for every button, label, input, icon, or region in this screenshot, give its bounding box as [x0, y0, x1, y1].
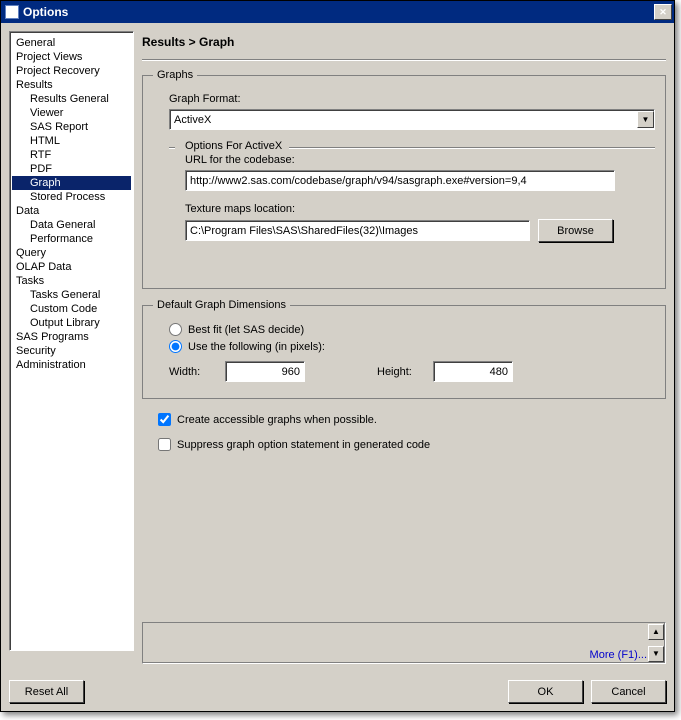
- suppress-checkbox-row[interactable]: Suppress graph option statement in gener…: [158, 438, 666, 451]
- url-label: URL for the codebase:: [185, 154, 655, 166]
- tree-item[interactable]: Tasks: [12, 274, 131, 288]
- tree-item[interactable]: Query: [12, 246, 131, 260]
- category-tree[interactable]: GeneralProject ViewsProject RecoveryResu…: [9, 31, 134, 651]
- height-input[interactable]: [433, 361, 513, 382]
- reset-all-button[interactable]: Reset All: [9, 680, 84, 703]
- format-value: ActiveX: [170, 114, 211, 126]
- accessible-label: Create accessible graphs when possible.: [177, 414, 377, 426]
- close-button[interactable]: ✕: [654, 4, 672, 20]
- tree-item[interactable]: Project Views: [12, 50, 131, 64]
- accessible-checkbox-row[interactable]: Create accessible graphs when possible.: [158, 413, 666, 426]
- url-input[interactable]: [185, 170, 615, 191]
- tree-item[interactable]: Results General: [12, 92, 131, 106]
- tree-item[interactable]: Security: [12, 344, 131, 358]
- tree-item[interactable]: HTML: [12, 134, 131, 148]
- width-input[interactable]: [225, 361, 305, 382]
- tree-item[interactable]: PDF: [12, 162, 131, 176]
- tree-item[interactable]: Viewer: [12, 106, 131, 120]
- tree-item[interactable]: Data General: [12, 218, 131, 232]
- suppress-checkbox[interactable]: [158, 438, 171, 451]
- tree-item[interactable]: General: [12, 36, 131, 50]
- graphs-legend: Graphs: [153, 69, 197, 81]
- content-panel: Results > Graph Graphs Graph Format: Act…: [142, 31, 666, 664]
- suppress-label: Suppress graph option statement in gener…: [177, 439, 430, 451]
- format-select[interactable]: ActiveX ▼: [169, 109, 655, 130]
- usefollowing-label: Use the following (in pixels):: [188, 341, 325, 353]
- tree-item[interactable]: Tasks General: [12, 288, 131, 302]
- scroll-down-button[interactable]: ▼: [648, 646, 664, 662]
- tree-item[interactable]: Stored Process: [12, 190, 131, 204]
- texture-label: Texture maps location:: [185, 203, 655, 215]
- activex-options-title: Options For ActiveX: [181, 140, 286, 152]
- ok-button[interactable]: OK: [508, 680, 583, 703]
- tree-item[interactable]: Custom Code: [12, 302, 131, 316]
- app-icon: [5, 5, 19, 19]
- accessible-checkbox[interactable]: [158, 413, 171, 426]
- graphs-group: Graphs Graph Format: ActiveX ▼ Options F…: [142, 69, 666, 289]
- tree-item[interactable]: Project Recovery: [12, 64, 131, 78]
- divider: [142, 59, 666, 61]
- breadcrumb: Results > Graph: [142, 31, 666, 59]
- more-help-link[interactable]: More (F1)...: [590, 649, 647, 661]
- help-panel: More (F1)... ▲ ▼: [142, 622, 666, 664]
- window-title: Options: [23, 5, 68, 19]
- height-label: Height:: [377, 366, 427, 378]
- tree-item[interactable]: RTF: [12, 148, 131, 162]
- dimensions-legend: Default Graph Dimensions: [153, 299, 290, 311]
- bestfit-radio[interactable]: Best fit (let SAS decide): [169, 323, 655, 336]
- tree-item[interactable]: Data: [12, 204, 131, 218]
- footer: Reset All OK Cancel: [1, 672, 674, 711]
- tree-item[interactable]: SAS Report: [12, 120, 131, 134]
- titlebar: Options ✕: [1, 1, 674, 23]
- tree-item[interactable]: Output Library: [12, 316, 131, 330]
- usefollowing-radio[interactable]: Use the following (in pixels):: [169, 340, 655, 353]
- tree-item[interactable]: SAS Programs: [12, 330, 131, 344]
- width-label: Width:: [169, 366, 219, 378]
- bestfit-radio-input[interactable]: [169, 323, 182, 336]
- activex-options-group: Options For ActiveX URL for the codebase…: [169, 140, 655, 276]
- format-label: Graph Format:: [169, 93, 655, 105]
- scroll-up-button[interactable]: ▲: [648, 624, 664, 640]
- tree-item[interactable]: Graph: [12, 176, 131, 190]
- tree-item[interactable]: Administration: [12, 358, 131, 372]
- dimensions-group: Default Graph Dimensions Best fit (let S…: [142, 299, 666, 399]
- browse-button[interactable]: Browse: [538, 219, 613, 242]
- bestfit-label: Best fit (let SAS decide): [188, 324, 304, 336]
- options-dialog: Options ✕ GeneralProject ViewsProject Re…: [0, 0, 675, 712]
- tree-item[interactable]: Performance: [12, 232, 131, 246]
- cancel-button[interactable]: Cancel: [591, 680, 666, 703]
- texture-input[interactable]: [185, 220, 530, 241]
- tree-item[interactable]: Results: [12, 78, 131, 92]
- tree-item[interactable]: OLAP Data: [12, 260, 131, 274]
- chevron-down-icon: ▼: [637, 111, 654, 128]
- usefollowing-radio-input[interactable]: [169, 340, 182, 353]
